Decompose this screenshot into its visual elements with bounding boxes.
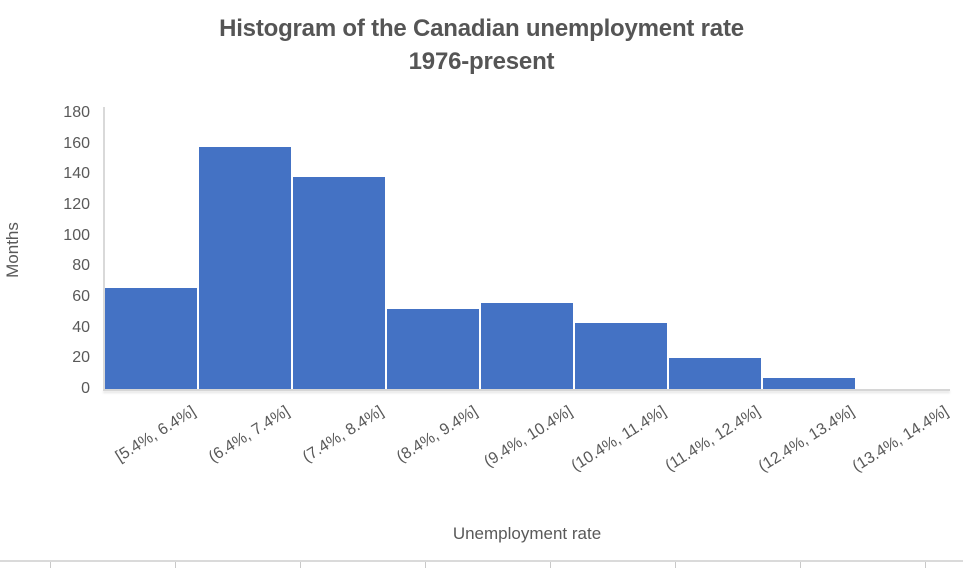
x-axis-category-label: (11.4%, 12.4%] [662,403,764,475]
x-axis-line [103,389,950,391]
spreadsheet-column-divider [800,562,801,568]
plot-area [104,108,950,389]
chart-title-line2: 1976-present [408,48,555,75]
chart-title-line1: Histogram of the Canadian unemployment r… [219,15,744,42]
histogram-bar [575,323,667,389]
x-axis-category-label: (10.4%, 11.4%] [568,403,670,475]
y-axis-tick-label: 60 [72,288,90,305]
y-axis-tick-label: 180 [63,104,90,121]
spreadsheet-column-divider [300,562,301,568]
spreadsheet-column-divider [425,562,426,568]
x-axis-title: Unemployment rate [452,524,602,543]
histogram-bar [763,378,855,389]
histogram-bar [481,303,573,389]
x-axis-category-label: (12.4%, 13.4%] [755,403,858,476]
y-axis-tick-label: 20 [72,349,90,367]
x-axis-category-label: (13.4%, 14.4%] [849,403,952,476]
y-axis-title-box: Months [2,160,24,340]
spreadsheet-column-divider [550,562,551,568]
spreadsheet-column-divider [50,562,51,568]
spreadsheet-column-divider [675,562,676,568]
y-axis-tick-label: 160 [63,134,90,152]
y-axis-tick-label: 100 [63,226,90,244]
histogram-bar [669,358,761,389]
x-axis-category-label: (7.4%, 8.4%] [300,403,388,466]
spreadsheet-column-divider [925,562,926,568]
y-axis-tick-label: 40 [72,318,90,336]
y-axis-tick-label: 0 [81,380,90,397]
histogram-bar [105,288,197,389]
spreadsheet-row-gridline [0,560,963,562]
y-axis-line [103,107,105,390]
y-axis-tick-label: 120 [63,196,90,213]
y-axis-tick-label: 140 [63,165,90,183]
y-axis-tick-label: 80 [72,257,90,275]
histogram-bar [199,147,291,389]
spreadsheet-column-divider [175,562,176,568]
x-axis-category-label: [5.4%, 6.4%] [113,403,200,466]
x-axis-category-label: (8.4%, 9.4%] [394,403,482,466]
chart-title: Histogram of the Canadian unemployment r… [0,12,963,78]
x-axis-category-label: (9.4%, 10.4%] [480,403,576,471]
histogram-bar [293,177,385,389]
x-axis-category-label: (6.4%, 7.4%] [206,403,294,466]
histogram-bar [387,309,479,389]
